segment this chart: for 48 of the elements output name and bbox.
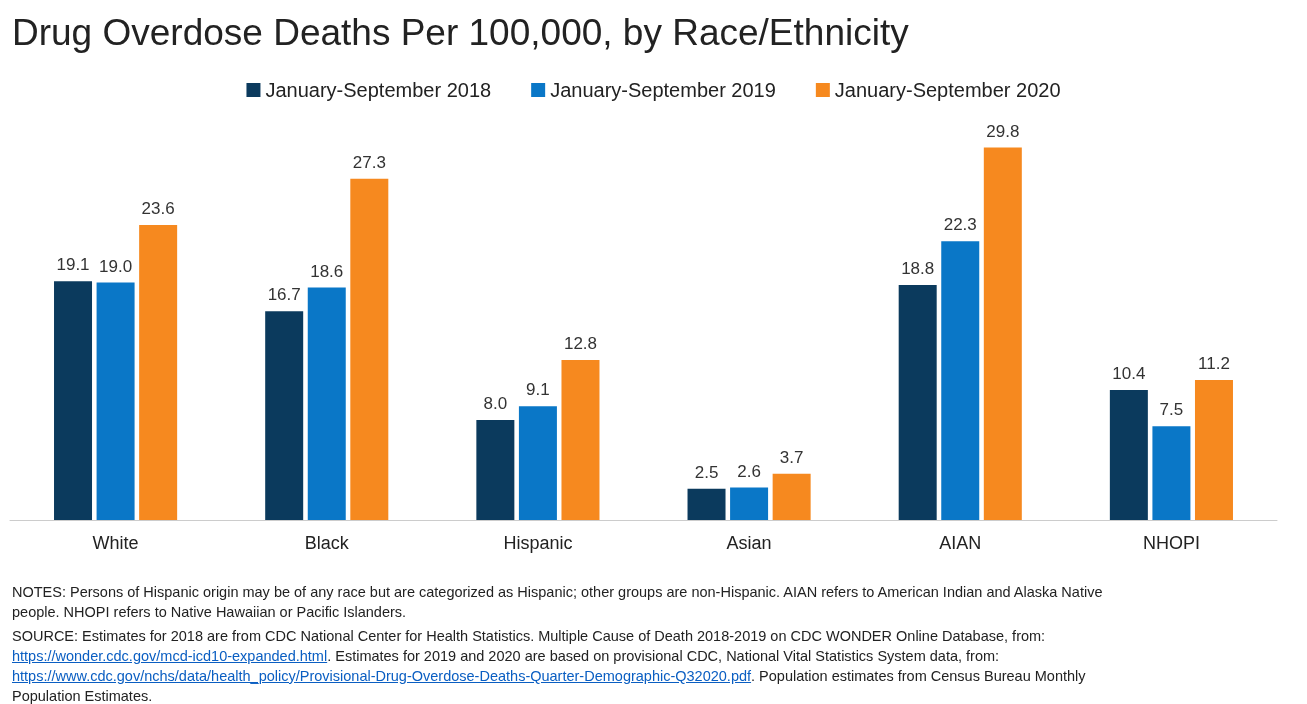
bar	[265, 311, 304, 520]
data-label: 18.6	[310, 261, 344, 281]
data-label: 22.3	[943, 215, 977, 235]
data-label: 3.7	[779, 447, 804, 467]
data-label: 29.8	[986, 121, 1020, 141]
data-label: 10.4	[1112, 364, 1146, 383]
bar	[561, 360, 600, 520]
bar	[96, 282, 135, 520]
data-label: 19.0	[99, 256, 133, 276]
x-tick-label: White	[92, 533, 139, 553]
data-label: 18.8	[901, 259, 935, 278]
bar	[1194, 380, 1233, 520]
bar	[687, 488, 726, 520]
bar	[1109, 390, 1148, 520]
data-label: 11.2	[1198, 354, 1230, 373]
bar	[1152, 426, 1191, 520]
data-label: 2.5	[694, 462, 719, 482]
data-label: 12.8	[563, 334, 598, 353]
bar	[307, 287, 346, 520]
chart-title: Drug Overdose Deaths Per 100,000, by Race/Ethnicity	[12, 12, 909, 54]
data-label: 9.1	[526, 380, 550, 400]
x-tick-label: Asian	[726, 533, 772, 553]
bar	[139, 225, 178, 520]
text: SOURCE: Estimates for 2018 are from CDC National Center for Health Statistics. Multiple Cause of Death 2018-2019 on CDC WONDER Online Database, from: https://wonder.cdc.gov/mcd-icd10-expanded.html. Estimates for 2019 and 2020 are based on provisional CDC, National Vital Statistics System data, from: https://www.cdc.gov/nchs/data/health_policy/Provisional-Drug-Overdose-Deaths-Quarter-Demographic-Q32020.pdf. Population estimates from Census Bureau Monthly Population Estimates.	[12, 628, 1086, 704]
legend-label: January-September 2018	[265, 79, 492, 101]
bar	[350, 178, 389, 520]
bar	[983, 147, 1022, 520]
bar	[772, 473, 811, 520]
bar	[941, 241, 980, 520]
legend-label: January-September 2019	[550, 79, 776, 101]
data-label: 16.7	[267, 285, 301, 305]
legend-label: January-September 2020	[834, 79, 1061, 101]
text: NOTES: Persons of Hispanic origin may be of any race but are categorized as Hispanic; other groups are non-Hispanic. AIAN refers to American Indian and Alaska Native people. NHOPI refers to Native Hawaiian or Pacific Islanders.	[12, 583, 1104, 622]
bar	[54, 281, 93, 520]
bar	[476, 420, 515, 520]
x-tick-label: NHOPI	[1142, 533, 1200, 553]
bar	[730, 487, 769, 520]
x-tick-label: Black	[304, 533, 350, 553]
data-label: 2.6	[737, 461, 761, 481]
data-label: 7.5	[1159, 400, 1184, 420]
data-label: 19.1	[56, 255, 90, 275]
data-label: 8.0	[483, 394, 508, 413]
x-tick-label: AIAN	[939, 533, 982, 553]
x-tick-label: Hispanic	[503, 533, 573, 553]
data-label: 27.3	[352, 152, 386, 172]
bar	[898, 285, 937, 520]
data-label: 23.6	[141, 199, 175, 218]
bar	[518, 406, 557, 520]
